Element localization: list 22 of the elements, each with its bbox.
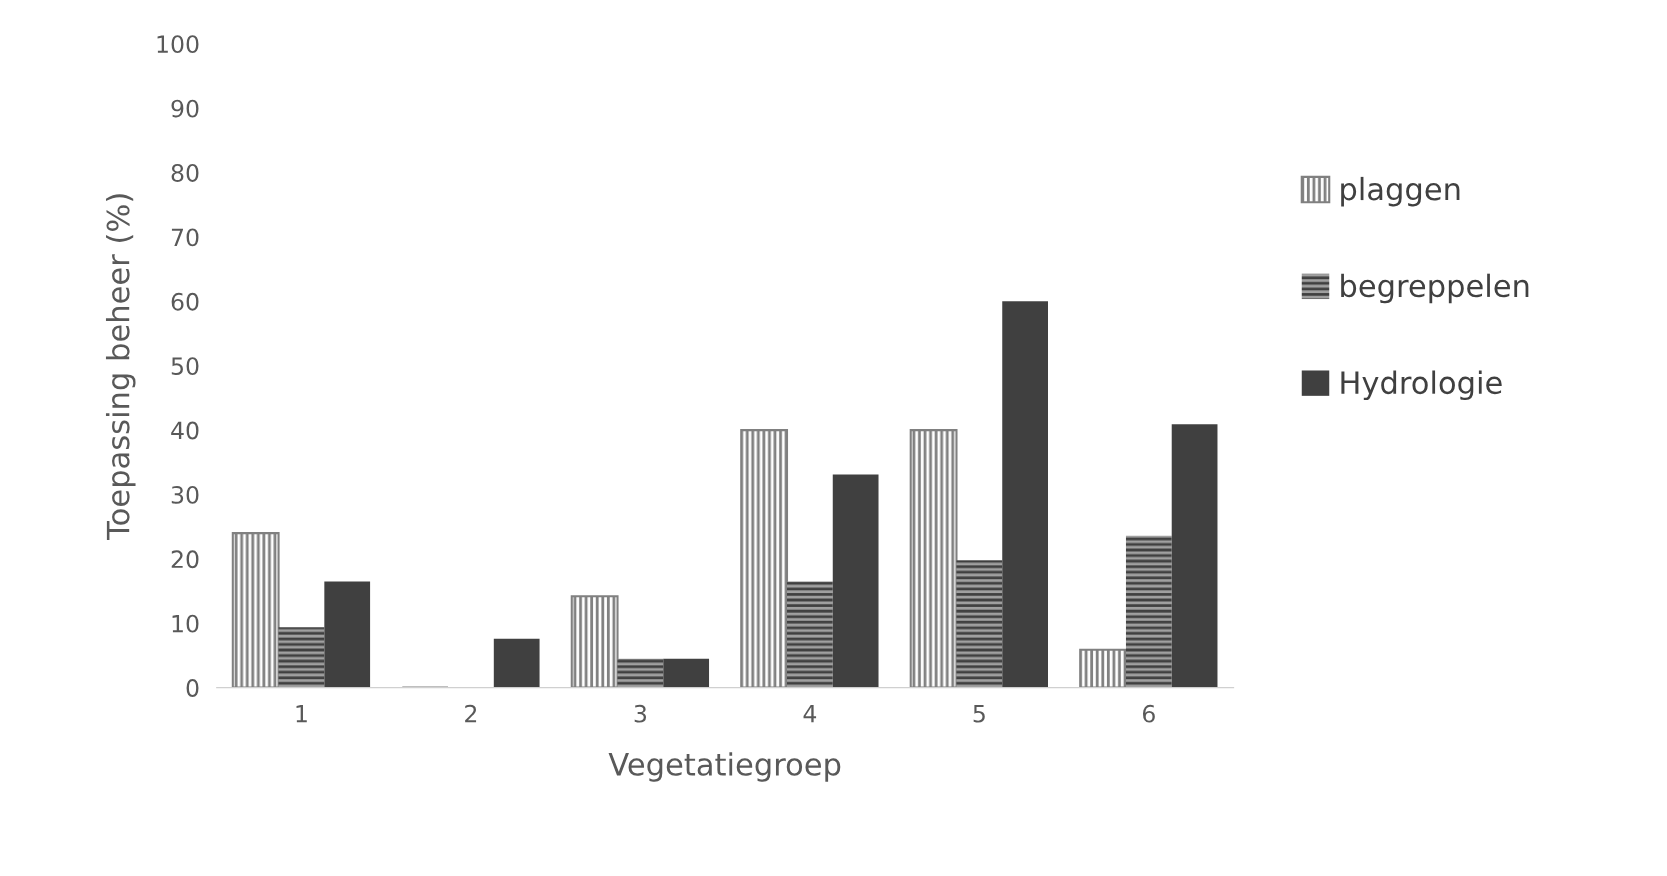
y-tick-label: 10 — [172, 614, 199, 633]
legend-label: plaggen — [1341, 176, 1460, 207]
y-tick-label: 20 — [171, 550, 199, 569]
y-tick-label: 50 — [171, 357, 199, 376]
x-tick-label: 6 — [1142, 704, 1155, 723]
legend-label: Hydrologie — [1341, 370, 1502, 401]
y-tick-label: 100 — [157, 35, 199, 54]
x-tick-label: 2 — [465, 704, 477, 723]
y-tick-label: 90 — [171, 99, 199, 118]
y-tick-label: 40 — [171, 421, 199, 440]
y-tick-label: 60 — [171, 292, 199, 311]
legend-label: begreppelen — [1341, 273, 1529, 304]
x-tick-label: 4 — [803, 705, 817, 723]
y-axis-title: Toepassing beheer (%) — [105, 194, 136, 540]
y-tick-label: 80 — [171, 164, 199, 182]
y-tick-label: 70 — [171, 228, 199, 247]
x-tick-label: 1 — [296, 705, 307, 723]
y-tick-label: 0 — [186, 679, 199, 697]
x-axis-title: Vegetatiegroep — [608, 752, 841, 782]
y-tick-label: 30 — [171, 485, 199, 504]
x-tick-label: 3 — [634, 704, 647, 723]
x-tick-label: 5 — [973, 705, 985, 723]
